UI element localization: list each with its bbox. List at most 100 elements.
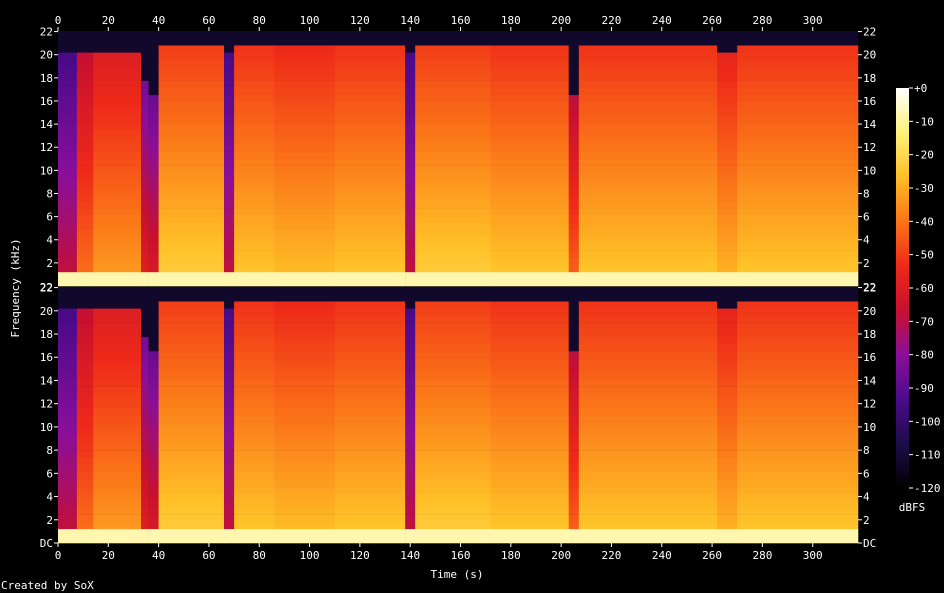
- spectrum-cell: [93, 101, 142, 110]
- spectrum-cell: [717, 507, 738, 515]
- spectrum-cell: [334, 486, 406, 494]
- x-tick-label-bottom: 200: [551, 549, 571, 562]
- spectrum-cell: [578, 479, 718, 487]
- spectrum-cell: [415, 535, 491, 544]
- channel-2-spectrogram: [58, 287, 859, 544]
- spectrum-cell: [93, 287, 142, 295]
- spectrum-cell: [490, 500, 569, 508]
- spectrum-cell: [717, 80, 738, 88]
- spectrum-cell: [490, 407, 569, 416]
- spectrum-cell: [415, 130, 491, 138]
- spectrum-cell: [490, 45, 569, 53]
- spectrum-cell: [717, 73, 738, 81]
- spectrum-cell: [76, 493, 94, 501]
- spectrum-cell: [58, 193, 78, 202]
- spectrum-cell: [148, 193, 159, 202]
- spectrum-cell: [334, 123, 406, 131]
- spectrum-cell: [578, 201, 718, 209]
- spectrum-cell: [158, 422, 225, 430]
- spectrum-cell: [76, 257, 94, 266]
- spectrum-cell: [274, 393, 336, 402]
- spectrum-cell: [234, 45, 275, 53]
- spectrum-cell: [224, 66, 235, 74]
- spectrum-cell: [234, 243, 275, 251]
- spectrum-cell: [93, 208, 142, 216]
- spectrum-cell: [76, 151, 94, 159]
- spectrum-cell: [158, 308, 225, 316]
- spectrum-cell: [234, 514, 275, 522]
- spectrum-cell: [76, 372, 94, 380]
- spectrum-cell: [717, 358, 738, 366]
- spectrum-cell: [93, 73, 142, 81]
- spectrum-cell: [415, 287, 491, 295]
- spectrum-cell: [158, 172, 225, 181]
- spectrum-cell: [490, 80, 569, 88]
- spectrum-cell: [334, 400, 406, 409]
- spectrum-cell: [274, 38, 336, 46]
- spectrum-cell: [737, 130, 859, 138]
- spectrum-cell: [274, 422, 336, 430]
- spectrum-cell: [158, 108, 225, 117]
- y-tick-label-right: 8: [863, 187, 870, 200]
- spectrum-cell: [578, 372, 718, 380]
- spectrum-cell: [141, 507, 149, 515]
- spectrum-cell: [158, 507, 225, 515]
- spectrum-cell: [141, 264, 149, 273]
- spectrum-cell: [334, 287, 406, 295]
- spectrum-cell: [224, 257, 235, 266]
- spectrum-cell: [568, 229, 580, 237]
- spectrum-cell: [737, 287, 859, 295]
- spectrum-cell: [274, 201, 336, 209]
- spectrum-cell: [405, 528, 416, 537]
- spectrum-cell: [93, 471, 142, 480]
- colorbar-tick-label: -60: [914, 282, 934, 295]
- spectrum-cell: [93, 301, 142, 309]
- spectrum-cell: [58, 66, 78, 74]
- spectrum-cell: [93, 351, 142, 359]
- x-tick-label-bottom: 120: [350, 549, 370, 562]
- spectrum-cell: [578, 521, 718, 530]
- spectrum-cell: [568, 450, 580, 458]
- spectrum-cell: [141, 287, 149, 295]
- spectrum-cell: [578, 493, 718, 501]
- spectrum-cell: [737, 407, 859, 416]
- spectrum-cell: [141, 31, 149, 39]
- spectrum-cell: [141, 59, 149, 67]
- spectrum-cell: [334, 457, 406, 466]
- spectrum-cell: [58, 45, 78, 53]
- spectrum-cell: [234, 264, 275, 273]
- spectrum-cell: [93, 179, 142, 188]
- spectrum-cell: [274, 351, 336, 359]
- spectrum-cell: [93, 386, 142, 394]
- spectrum-cell: [405, 101, 416, 110]
- spectrum-cell: [405, 243, 416, 251]
- spectrum-cell: [737, 186, 859, 195]
- spectrum-cell: [76, 52, 94, 60]
- spectrum-cell: [334, 336, 406, 345]
- spectrum-cell: [334, 222, 406, 230]
- spectrum-cell: [141, 365, 149, 373]
- spectrum-cell: [93, 500, 142, 508]
- spectrum-cell: [274, 294, 336, 302]
- spectrum-cell: [737, 73, 859, 81]
- spectrum-cell: [224, 80, 235, 88]
- spectrum-cell: [717, 315, 738, 323]
- spectrum-cell: [334, 101, 406, 110]
- spectrum-cell: [58, 208, 78, 216]
- spectrum-cell: [274, 208, 336, 216]
- spectrum-cell: [141, 186, 149, 195]
- spectrum-cell: [568, 400, 580, 409]
- spectrum-cell: [76, 243, 94, 251]
- spectrum-cell: [490, 123, 569, 131]
- spectrum-cell: [141, 343, 149, 352]
- spectrum-cell: [737, 379, 859, 387]
- spectrum-cell: [224, 372, 235, 380]
- spectrum-cell: [148, 500, 159, 508]
- spectrum-cell: [717, 535, 738, 544]
- spectrum-cell: [274, 101, 336, 110]
- spectrum-cell: [158, 379, 225, 387]
- spectrum-cell: [234, 365, 275, 373]
- spectrum-cell: [58, 493, 78, 501]
- spectrum-cell: [234, 500, 275, 508]
- spectrum-cell: [568, 521, 580, 530]
